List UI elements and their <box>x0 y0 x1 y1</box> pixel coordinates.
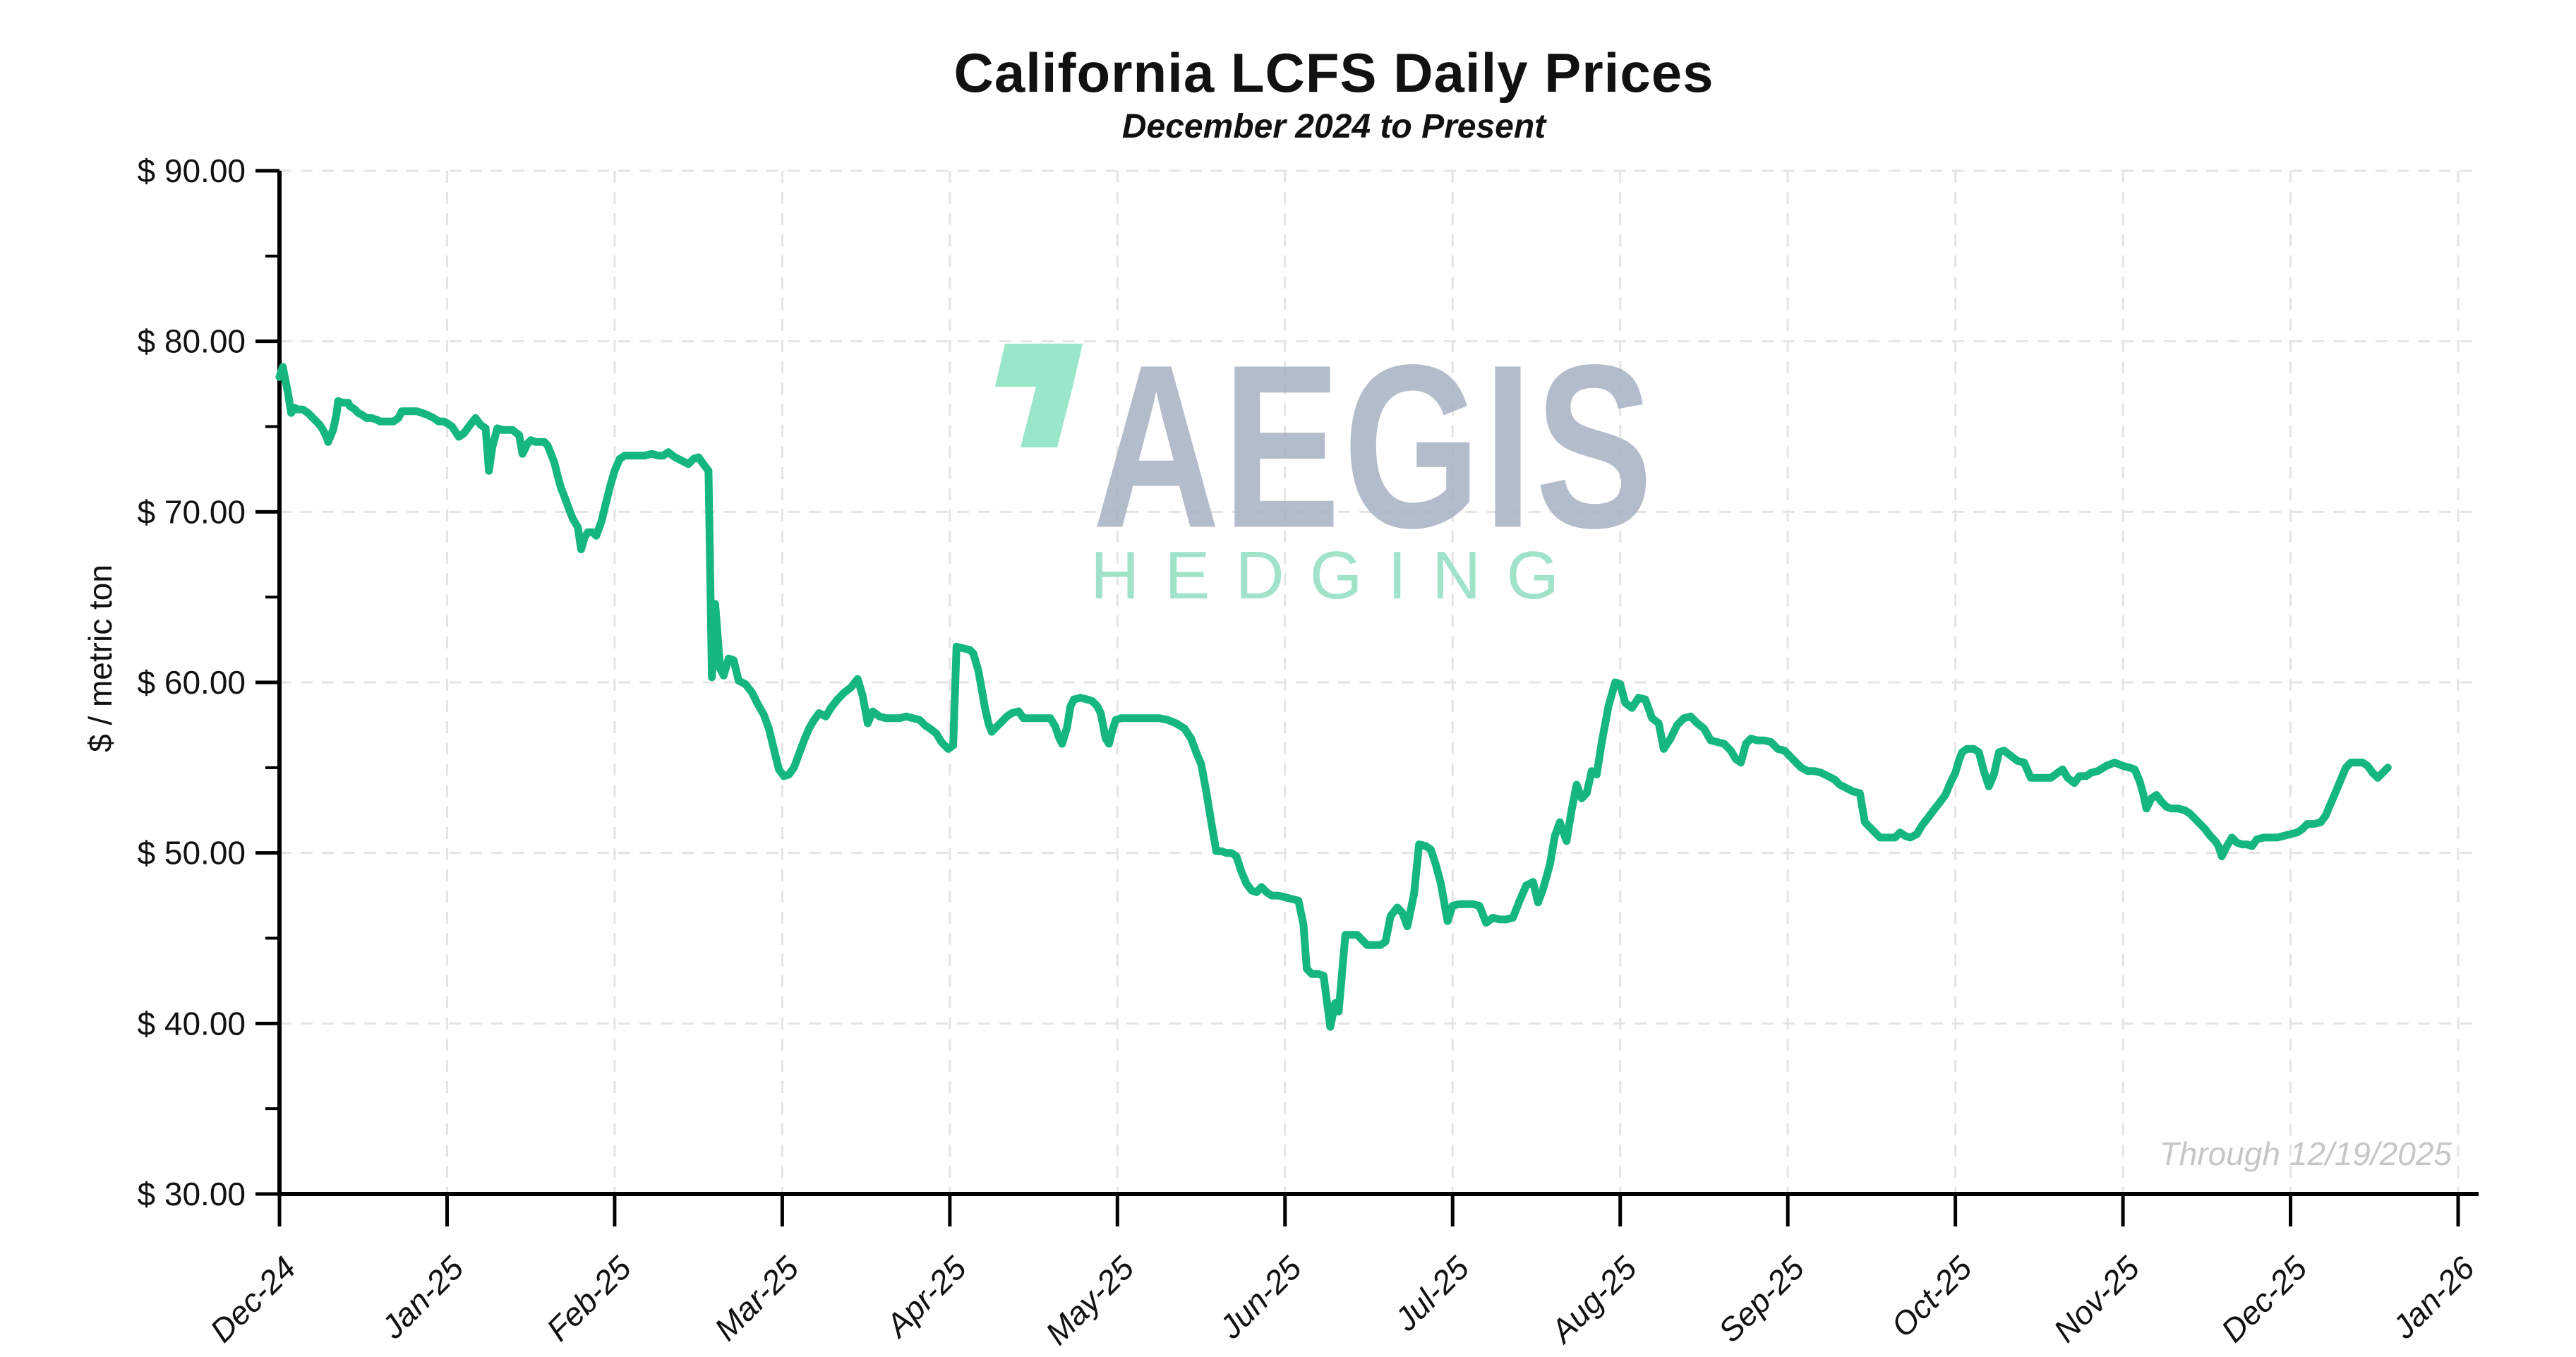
x-tick-label: May-25 <box>1038 1249 1141 1352</box>
x-tick-label: Nov-25 <box>2047 1249 2147 1349</box>
y-tick-label: $ 50.00 <box>138 835 246 872</box>
y-tick-label: $ 70.00 <box>138 493 246 530</box>
x-tick-label: Jan-25 <box>374 1249 471 1346</box>
y-tick-label: $ 80.00 <box>138 323 246 360</box>
x-tick-label: Apr-25 <box>877 1249 973 1345</box>
y-tick-label: $ 30.00 <box>138 1176 246 1212</box>
y-tick-label: $ 90.00 <box>138 152 246 189</box>
x-tick-label: Dec-24 <box>203 1249 303 1349</box>
through-date-annotation: Through 12/19/2025 <box>2159 1135 2452 1172</box>
y-axis-title: $ / metric ton <box>82 565 119 752</box>
x-tick-label: Feb-25 <box>539 1249 638 1348</box>
x-tick-label: Dec-25 <box>2214 1249 2314 1349</box>
x-tick-label: Jan-26 <box>2385 1249 2481 1346</box>
x-tick-label: Aug-25 <box>1542 1249 1644 1351</box>
y-tick-label: $ 40.00 <box>138 1005 246 1042</box>
x-tick-label: Jul-25 <box>1387 1249 1476 1338</box>
x-tick-label: Mar-25 <box>707 1249 806 1348</box>
chart-subtitle: December 2024 to Present <box>1121 108 1546 145</box>
y-tick-label: $ 60.00 <box>138 664 246 701</box>
page-title: California LCFS Daily Prices <box>953 42 1714 104</box>
x-tick-label: Oct-25 <box>1884 1249 1979 1344</box>
x-tick-label: Sep-25 <box>1711 1249 1812 1349</box>
gridlines <box>279 169 2479 1194</box>
price-line-series <box>275 363 2392 1031</box>
x-tick-label: Jun-25 <box>1212 1249 1308 1346</box>
axis-ticks <box>255 169 2460 1226</box>
